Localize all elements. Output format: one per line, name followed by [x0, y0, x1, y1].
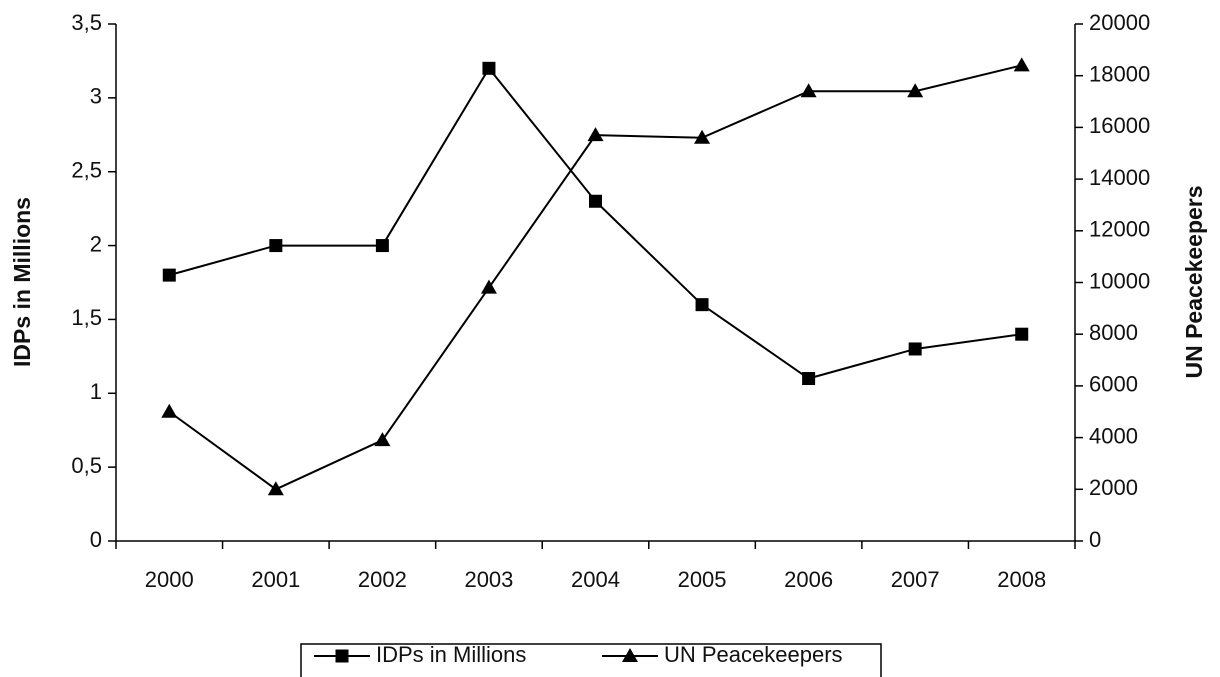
x-tick-label: 2008: [997, 567, 1046, 592]
y-axis-title: IDPs in Millions: [9, 197, 35, 367]
y-tick-label: 2: [90, 231, 102, 256]
x-tick-label: 2002: [358, 567, 407, 592]
data-point: [161, 403, 178, 418]
data-point: [480, 279, 497, 294]
data-point: [802, 372, 816, 386]
x-tick-label: 2006: [784, 567, 833, 592]
y2-axis-title: UN Peacekeepers: [1181, 185, 1207, 378]
y-tick-label: 0: [90, 527, 102, 552]
x-tick-label: 2000: [145, 567, 194, 592]
data-point: [694, 129, 711, 144]
y2-tick-label: 6000: [1089, 372, 1138, 397]
y2-tick-label: 10000: [1089, 268, 1150, 293]
y2-tick-label: 18000: [1089, 62, 1150, 87]
data-point: [482, 61, 496, 75]
y-tick-label: 3,5: [71, 10, 102, 35]
legend-box: [300, 643, 882, 677]
y2-tick-label: 12000: [1089, 217, 1150, 242]
y2-tick-label: 4000: [1089, 423, 1138, 448]
data-point: [907, 83, 924, 98]
y-tick-label: 1,5: [71, 305, 102, 330]
legend-label: UN Peacekeepers: [664, 642, 843, 667]
x-tick-label: 2005: [678, 567, 727, 592]
y2-tick-label: 0: [1089, 527, 1101, 552]
y2-tick-label: 8000: [1089, 320, 1138, 345]
y2-tick-label: 14000: [1089, 165, 1150, 190]
y-tick-label: 0,5: [71, 453, 102, 478]
data-point: [908, 342, 922, 356]
legend-label: IDPs in Millions: [376, 642, 526, 667]
data-point: [587, 127, 604, 142]
data-point: [267, 481, 284, 496]
data-point: [695, 298, 709, 312]
x-tick-label: 2004: [571, 567, 620, 592]
y2-tick-label: 2000: [1089, 475, 1138, 500]
data-point: [162, 268, 176, 282]
data-point: [269, 239, 283, 253]
data-point: [375, 239, 389, 253]
data-point: [589, 194, 602, 208]
y2-tick-label: 20000: [1089, 10, 1150, 35]
data-point: [1015, 327, 1029, 341]
series-line: [169, 66, 1022, 380]
data-point: [374, 432, 391, 447]
x-tick-label: 2001: [251, 567, 300, 592]
y-tick-label: 3: [90, 84, 102, 109]
y2-tick-label: 16000: [1089, 113, 1150, 138]
data-point: [800, 83, 817, 98]
x-tick-label: 2007: [891, 567, 940, 592]
legend-marker: [335, 649, 349, 663]
legend-marker: [622, 648, 638, 662]
y-tick-label: 1: [90, 379, 102, 404]
x-tick-label: 2003: [464, 567, 513, 592]
y-tick-label: 2,5: [71, 158, 102, 183]
data-point: [1013, 57, 1030, 72]
